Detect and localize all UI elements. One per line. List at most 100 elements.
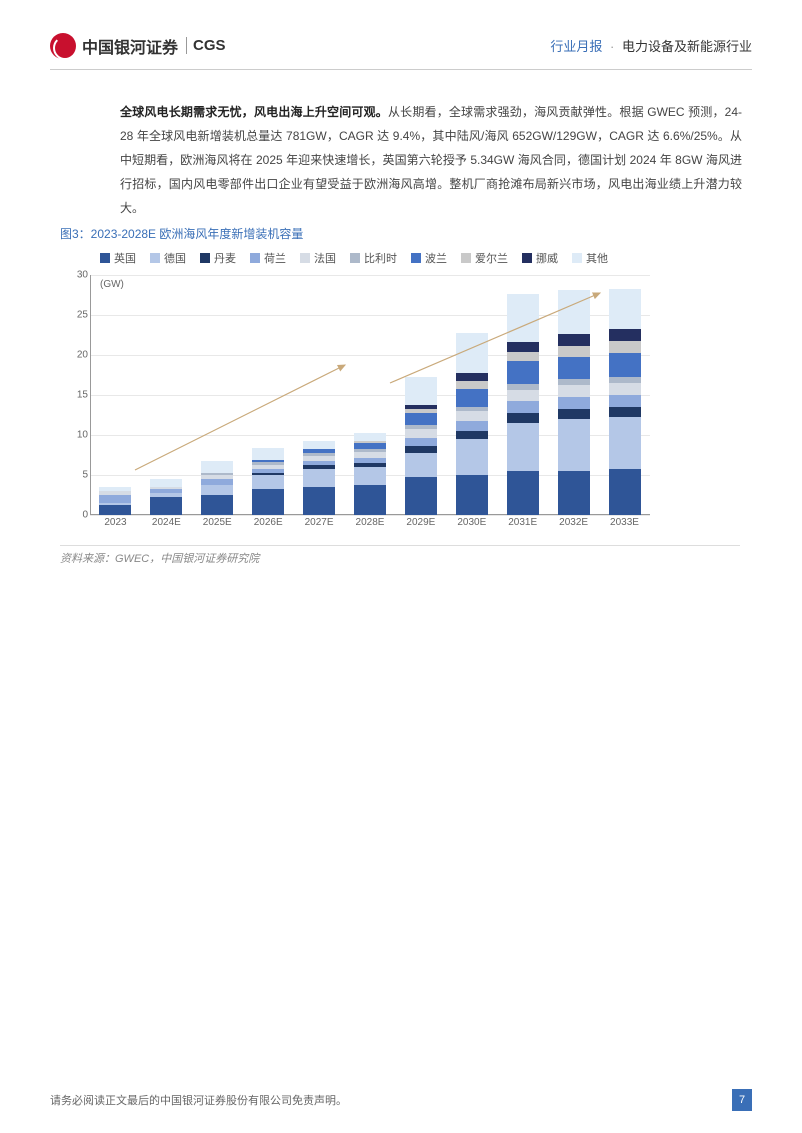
bar-segment [558, 334, 590, 346]
para-rest: 从长期看，全球需求强劲，海风贡献弹性。根据 GWEC 预测，24-28 年全球风… [120, 105, 742, 215]
legend-swatch [100, 253, 110, 263]
y-tick: 25 [77, 310, 88, 321]
bar-segment [99, 505, 131, 515]
x-label: 2026E [252, 517, 284, 535]
bar-column [558, 290, 590, 515]
legend-swatch [250, 253, 260, 263]
bar-segment [405, 438, 437, 446]
bar-segment [609, 407, 641, 417]
x-label: 2027E [303, 517, 335, 535]
legend-label: 英国 [114, 250, 136, 266]
y-tick: 5 [82, 470, 88, 481]
bar-column [456, 333, 488, 515]
legend-label: 法国 [314, 250, 336, 266]
grid-line [90, 515, 650, 516]
bar-segment [609, 417, 641, 469]
bar-segment [303, 469, 335, 487]
chart-legend: 英国 德国 丹麦 荷兰 法国 比利时 波兰 爱尔兰挪威其他 [100, 250, 608, 266]
page-number: 7 [732, 1089, 752, 1111]
bar-segment [252, 489, 284, 515]
bar-segment [456, 381, 488, 389]
legend-swatch [572, 253, 582, 263]
bar-segment [609, 353, 641, 377]
legend-item: 法国 [300, 250, 336, 266]
x-label: 2028E [354, 517, 386, 535]
legend-label: 丹麦 [214, 250, 236, 266]
bar-segment [99, 495, 131, 503]
bar-segment [303, 441, 335, 449]
y-tick: 10 [77, 430, 88, 441]
bar-segment [558, 409, 590, 419]
x-label: 2023 [99, 517, 131, 535]
legend-label: 波兰 [425, 250, 447, 266]
bar-segment [609, 383, 641, 395]
bar-segment [456, 389, 488, 407]
legend-item: 爱尔兰 [461, 250, 508, 266]
legend-swatch [411, 253, 421, 263]
x-label: 2032E [558, 517, 590, 535]
bar-segment [150, 479, 182, 487]
bar-segment [507, 471, 539, 515]
bar-column [303, 441, 335, 515]
bar-segment [252, 475, 284, 489]
bar-segment [201, 461, 233, 473]
bar-segment [456, 333, 488, 373]
bar-column [150, 479, 182, 515]
legend-item: 丹麦 [200, 250, 236, 266]
legend-swatch [150, 253, 160, 263]
y-tick: 15 [77, 390, 88, 401]
legend-label: 爱尔兰 [475, 250, 508, 266]
bar-segment [558, 397, 590, 409]
bar-column [252, 448, 284, 515]
legend-item: 其他 [572, 250, 608, 266]
legend-label: 比利时 [364, 250, 397, 266]
y-tick: 0 [82, 510, 88, 521]
bar-segment [507, 390, 539, 401]
legend-item: 比利时 [350, 250, 397, 266]
footer-disclaimer: 请务必阅读正文最后的中国银河证券股份有限公司免责声明。 [50, 1092, 347, 1108]
bar-segment [558, 357, 590, 379]
legend-item: 德国 [150, 250, 186, 266]
legend-item: 挪威 [522, 250, 558, 266]
bar-segment [456, 475, 488, 515]
bar-segment [558, 385, 590, 397]
legend-item: 英国 [100, 250, 136, 266]
legend-label: 荷兰 [264, 250, 286, 266]
x-label: 2033E [609, 517, 641, 535]
x-label: 2030E [456, 517, 488, 535]
bar-segment [609, 329, 641, 341]
bar-column [507, 294, 539, 515]
chart-source: 资料来源：GWEC，中国银河证券研究院 [60, 545, 740, 566]
bar-segment [405, 429, 437, 439]
doc-type: 行业月报 [550, 39, 602, 54]
legend-swatch [300, 253, 310, 263]
body-paragraph: 全球风电长期需求无忧，风电出海上升空间可观。从长期看，全球需求强劲，海风贡献弹性… [120, 100, 742, 220]
bar-column [99, 487, 131, 515]
bar-segment [558, 290, 590, 334]
bar-segment [507, 361, 539, 383]
bar-segment [558, 419, 590, 471]
bar-segment [609, 289, 641, 329]
bar-segment [150, 497, 182, 515]
cgs-logo-icon [50, 33, 76, 59]
bar-segment [507, 413, 539, 423]
bar-segment [201, 495, 233, 515]
bar-segment [456, 421, 488, 431]
bar-segment [609, 341, 641, 352]
bar-column [201, 461, 233, 515]
bar-segment [609, 469, 641, 515]
bar-column [405, 377, 437, 515]
bar-segment [201, 485, 233, 495]
legend-swatch [522, 253, 532, 263]
bar-segment [456, 411, 488, 421]
bar-segment [354, 485, 386, 515]
y-tick: 30 [77, 270, 88, 281]
legend-label: 德国 [164, 250, 186, 266]
bar-segment [558, 346, 590, 356]
legend-swatch [200, 253, 210, 263]
bar-segment [405, 377, 437, 405]
chart-title: 图3：2023-2028E 欧洲海风年度新增装机容量 [60, 225, 303, 242]
bar-segment [456, 431, 488, 439]
para-lead: 全球风电长期需求无忧，风电出海上升空间可观。 [120, 105, 388, 119]
bar-segment [354, 433, 386, 441]
